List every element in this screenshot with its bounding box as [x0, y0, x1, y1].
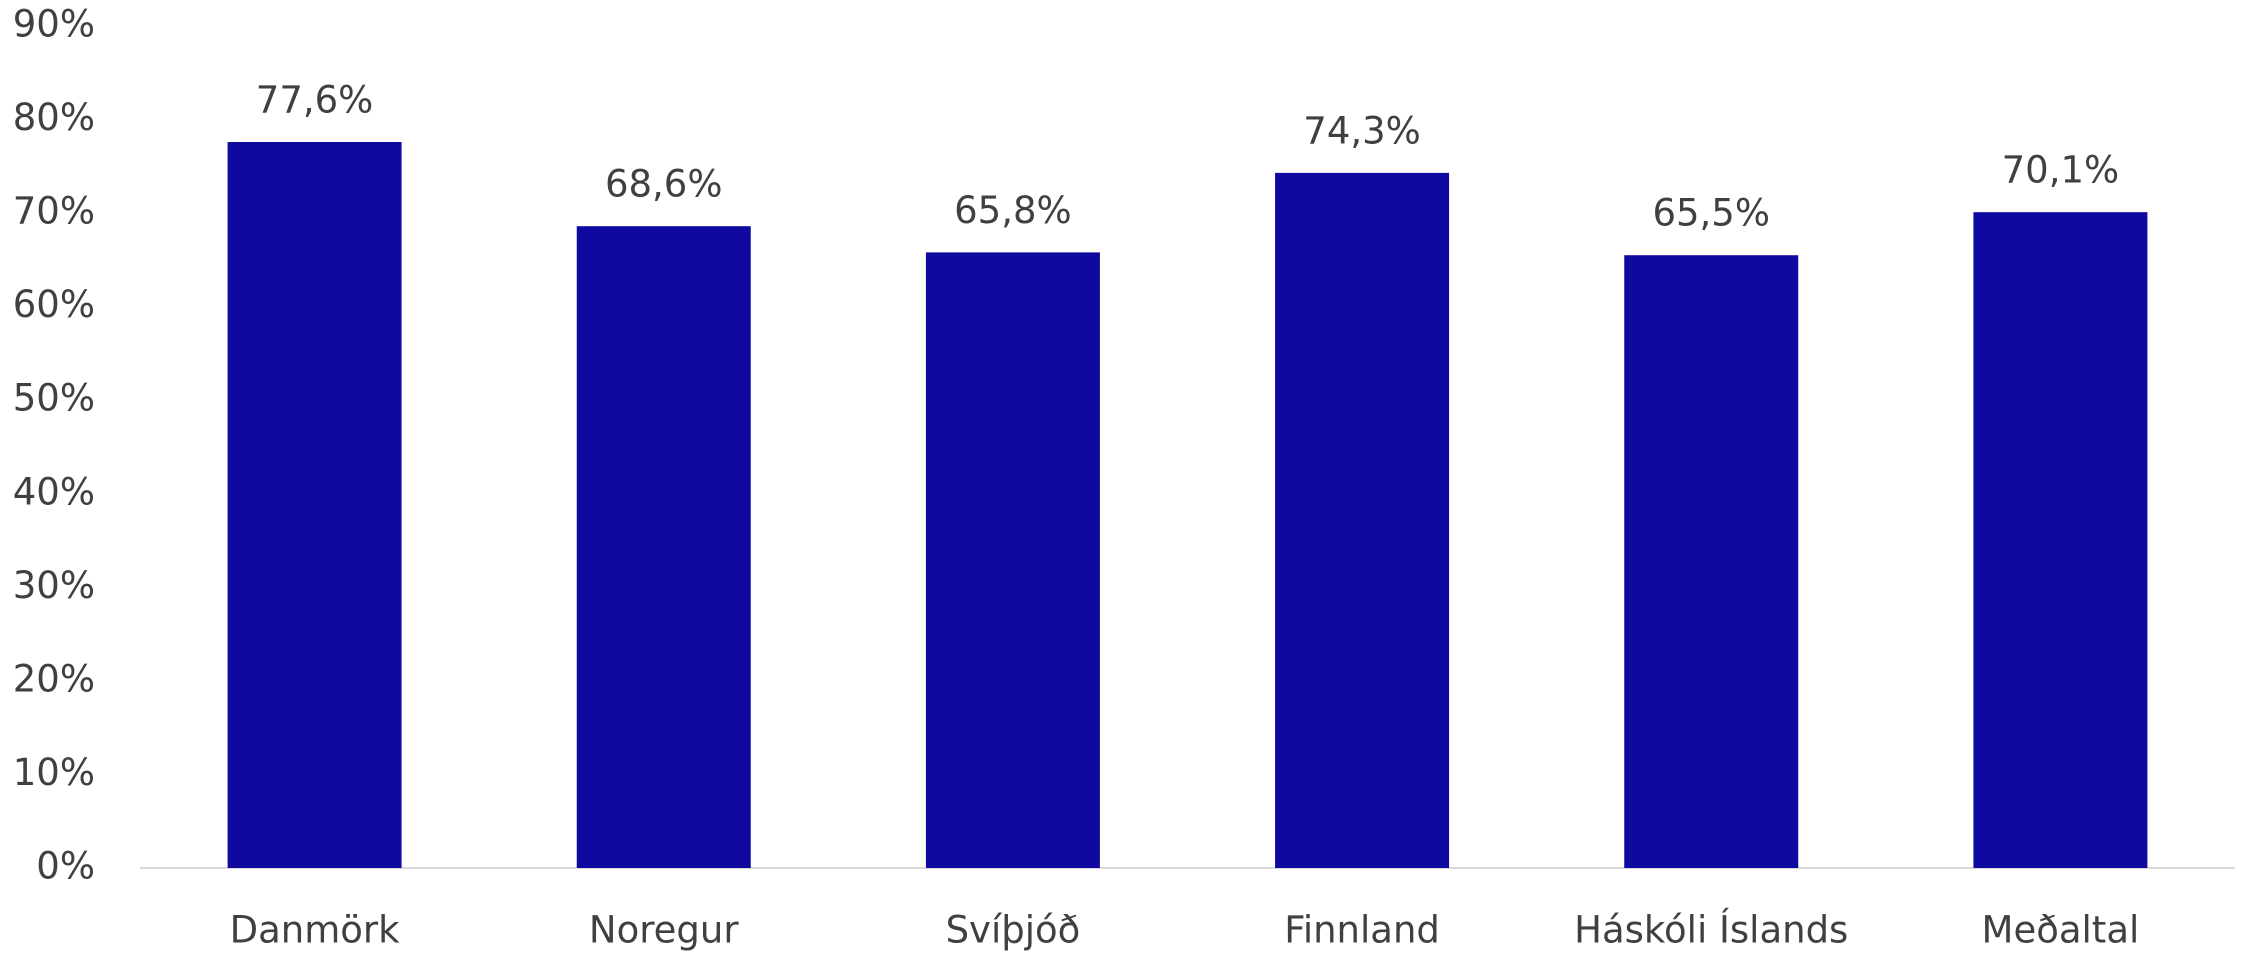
bar	[1275, 172, 1450, 869]
data-label: 77,6%	[256, 79, 374, 122]
y-tick-label: 30%	[13, 564, 95, 607]
data-label: 68,6%	[605, 163, 723, 206]
bar	[576, 226, 751, 869]
bar	[1624, 255, 1799, 868]
x-tick-label: Danmörk	[230, 909, 401, 952]
x-tick-label: Meðaltal	[1982, 909, 2140, 952]
data-label: 74,3%	[1303, 109, 1421, 152]
y-tick-label: 40%	[13, 470, 95, 513]
y-tick-label: 50%	[13, 377, 95, 420]
x-tick-label: Finnland	[1284, 909, 1440, 952]
data-label: 65,5%	[1652, 192, 1770, 235]
x-tick-label: Háskóli Íslands	[1574, 908, 1848, 952]
x-tick-label: Svíþjóð	[946, 909, 1081, 952]
bar	[227, 142, 402, 868]
y-tick-label: 20%	[13, 657, 95, 700]
y-tick-label: 70%	[13, 190, 95, 233]
y-tick-label: 90%	[13, 3, 95, 46]
data-label: 65,8%	[954, 189, 1072, 232]
data-label: 70,1%	[2002, 149, 2120, 192]
y-tick-label: 10%	[13, 751, 95, 794]
bar	[1973, 212, 2148, 869]
bar	[925, 252, 1100, 869]
y-tick-label: 80%	[13, 96, 95, 139]
x-tick-label: Noregur	[589, 909, 739, 952]
y-tick-label: 0%	[36, 845, 95, 888]
y-tick-label: 60%	[13, 283, 95, 326]
